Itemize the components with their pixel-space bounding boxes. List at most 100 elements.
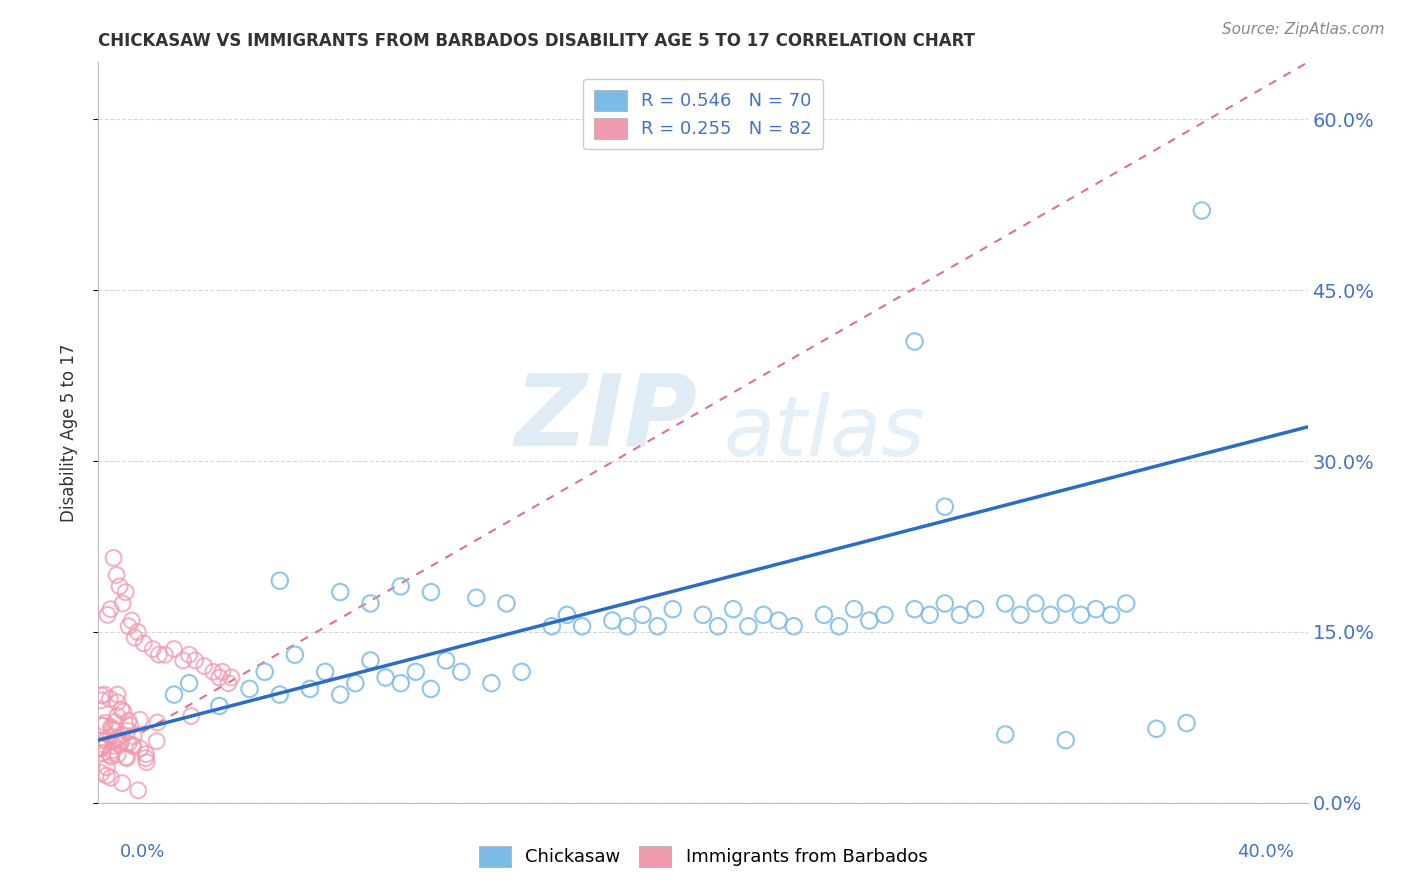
- Point: [108, 579, 131, 593]
- Text: 0.0%: 0.0%: [120, 843, 165, 861]
- Point: [239, 681, 262, 696]
- Point: [90, 693, 112, 707]
- Point: [96, 768, 118, 782]
- Point: [768, 614, 790, 628]
- Point: [555, 607, 578, 622]
- Point: [153, 648, 176, 662]
- Point: [129, 741, 152, 756]
- Point: [128, 713, 150, 727]
- Point: [110, 735, 132, 749]
- Point: [450, 665, 472, 679]
- Point: [132, 636, 155, 650]
- Point: [208, 698, 231, 713]
- Point: [904, 602, 927, 616]
- Point: [101, 743, 124, 757]
- Point: [737, 619, 759, 633]
- Point: [110, 728, 132, 742]
- Point: [91, 746, 114, 760]
- Point: [135, 751, 157, 765]
- Point: [93, 688, 115, 702]
- Point: [208, 671, 231, 685]
- Point: [269, 688, 291, 702]
- Point: [98, 747, 121, 762]
- Point: [752, 607, 775, 622]
- Point: [100, 720, 122, 734]
- Point: [934, 597, 956, 611]
- Point: [90, 740, 112, 755]
- Point: [783, 619, 806, 633]
- Point: [1175, 716, 1198, 731]
- Point: [647, 619, 669, 633]
- Point: [813, 607, 835, 622]
- Point: [105, 731, 128, 746]
- Text: 40.0%: 40.0%: [1237, 843, 1294, 861]
- Point: [110, 702, 132, 716]
- Point: [96, 733, 118, 747]
- Point: [211, 665, 233, 679]
- Point: [844, 602, 866, 616]
- Point: [1010, 607, 1032, 622]
- Point: [101, 722, 124, 736]
- Point: [420, 585, 443, 599]
- Point: [117, 723, 139, 738]
- Point: [163, 688, 186, 702]
- Point: [105, 568, 128, 582]
- Point: [114, 585, 136, 599]
- Point: [107, 708, 129, 723]
- Point: [253, 665, 276, 679]
- Point: [918, 607, 941, 622]
- Point: [269, 574, 291, 588]
- Point: [103, 739, 125, 753]
- Point: [434, 653, 457, 667]
- Point: [103, 550, 125, 565]
- Point: [146, 715, 169, 730]
- Point: [90, 718, 112, 732]
- Legend: R = 0.546   N = 70, R = 0.255   N = 82: R = 0.546 N = 70, R = 0.255 N = 82: [583, 78, 823, 150]
- Point: [994, 597, 1017, 611]
- Point: [121, 614, 143, 628]
- Point: [858, 614, 880, 628]
- Point: [571, 619, 593, 633]
- Point: [904, 334, 927, 349]
- Point: [100, 749, 122, 764]
- Text: ZIP: ZIP: [515, 369, 697, 467]
- Point: [1099, 607, 1122, 622]
- Point: [360, 597, 382, 611]
- Point: [707, 619, 730, 633]
- Point: [1085, 602, 1108, 616]
- Point: [111, 597, 134, 611]
- Point: [495, 597, 517, 611]
- Point: [127, 624, 149, 639]
- Point: [389, 676, 412, 690]
- Point: [145, 734, 167, 748]
- Point: [96, 607, 118, 622]
- Point: [135, 747, 157, 761]
- Point: [115, 750, 138, 764]
- Point: [1191, 203, 1213, 218]
- Point: [193, 659, 215, 673]
- Point: [121, 738, 143, 752]
- Point: [329, 688, 352, 702]
- Point: [1054, 733, 1077, 747]
- Point: [93, 718, 115, 732]
- Point: [127, 783, 149, 797]
- Point: [949, 607, 972, 622]
- Point: [374, 671, 396, 685]
- Point: [107, 688, 129, 702]
- Point: [142, 642, 165, 657]
- Point: [94, 715, 117, 730]
- Point: [631, 607, 654, 622]
- Point: [661, 602, 683, 616]
- Point: [1054, 597, 1077, 611]
- Point: [122, 730, 145, 744]
- Point: [965, 602, 987, 616]
- Point: [994, 727, 1017, 741]
- Point: [104, 714, 127, 729]
- Point: [100, 771, 122, 785]
- Point: [1039, 607, 1062, 622]
- Point: [828, 619, 851, 633]
- Point: [98, 692, 121, 706]
- Point: [103, 723, 125, 737]
- Text: atlas: atlas: [723, 392, 925, 473]
- Point: [465, 591, 488, 605]
